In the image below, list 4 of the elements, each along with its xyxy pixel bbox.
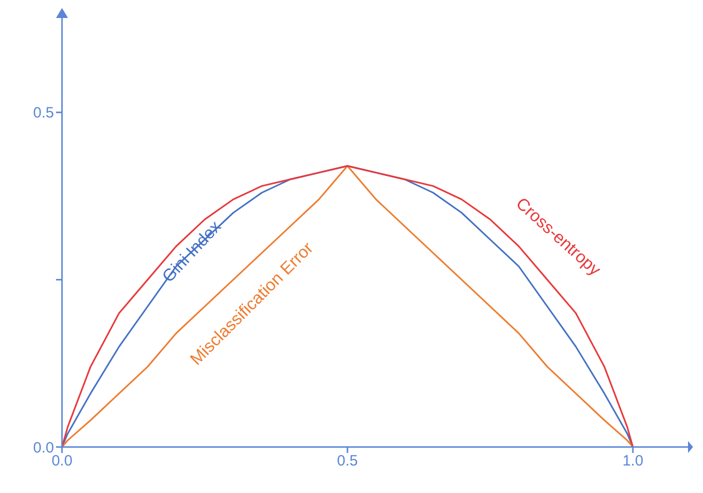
x-tick-label: 0.0 <box>52 452 72 470</box>
x-tick-label: 0.5 <box>337 452 358 470</box>
x-tick-label: 1.0 <box>622 452 644 470</box>
line-series <box>62 165 634 447</box>
